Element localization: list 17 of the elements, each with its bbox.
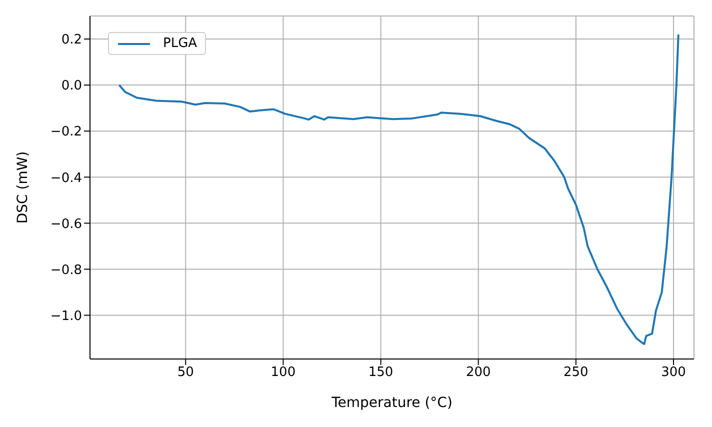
- x-axis-title: Temperature (°C): [330, 395, 452, 411]
- y-axis-title: DSC (mW): [14, 151, 31, 224]
- line-series: [118, 33, 680, 346]
- x-tick-label: 50: [177, 365, 194, 380]
- y-tick-label: 0.0: [61, 78, 82, 94]
- x-tick-label: 150: [368, 365, 394, 380]
- x-tick-label: 250: [564, 365, 588, 380]
- y-tick-label: −0.4: [50, 170, 82, 186]
- x-tick-label: 300: [661, 365, 686, 380]
- legend-label: PLGA: [163, 36, 198, 51]
- y-tick-label: 0.2: [61, 32, 82, 48]
- x-tick-label: 100: [270, 365, 296, 380]
- y-tick-label: −1.0: [50, 308, 82, 324]
- y-tick-label: −0.6: [50, 216, 82, 232]
- y-tick-label: −0.2: [50, 124, 82, 140]
- x-tick-label: 200: [466, 365, 491, 380]
- y-tick-label: −0.8: [50, 262, 82, 278]
